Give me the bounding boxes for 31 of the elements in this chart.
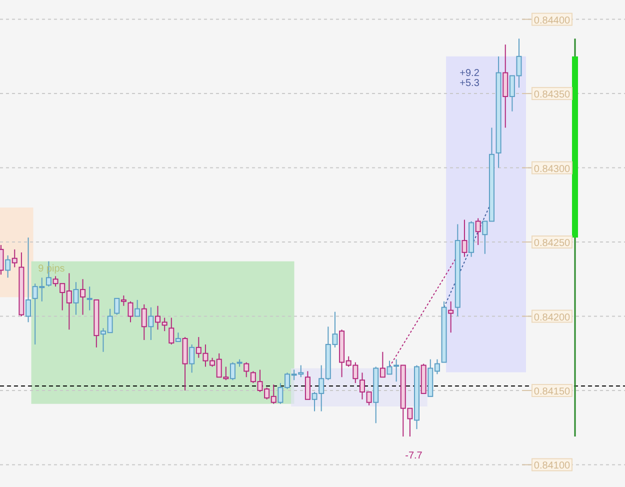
- candlestick: [114, 298, 120, 316]
- annotation: -7.7: [405, 450, 423, 462]
- candlestick: [5, 254, 11, 278]
- candlestick: [120, 294, 126, 306]
- candlestick: [244, 362, 250, 378]
- annotation: +5.3: [460, 78, 480, 89]
- candlestick: [304, 370, 310, 400]
- candlestick: [86, 286, 92, 311]
- y-tick-label: 0.84200: [534, 312, 571, 324]
- candlestick: [128, 300, 134, 323]
- candlestick: [380, 351, 386, 378]
- candlestick: [141, 304, 147, 341]
- annotation: +9.2: [460, 68, 480, 79]
- y-tick-label: 0.84150: [534, 386, 571, 398]
- y-tick-label: 0.84350: [534, 90, 571, 101]
- candlestick: [134, 299, 140, 317]
- candlestick: [502, 44, 508, 128]
- candlestick: [462, 219, 468, 258]
- y-tick-label: 0.84250: [534, 238, 571, 250]
- candlestick: [73, 282, 79, 316]
- y-tick-label: 0.84400: [534, 15, 571, 26]
- candlestick: [80, 278, 86, 316]
- candlestick: [26, 237, 32, 323]
- candlestick: [475, 218, 481, 246]
- y-tick-label: 0.84100: [534, 460, 571, 472]
- candlestick: [448, 300, 454, 334]
- candlestick: [189, 344, 195, 374]
- candlestick: [12, 248, 18, 268]
- candlestick: [148, 306, 154, 341]
- candlestick: [168, 317, 174, 345]
- y-tick-label: 0.84300: [534, 164, 571, 175]
